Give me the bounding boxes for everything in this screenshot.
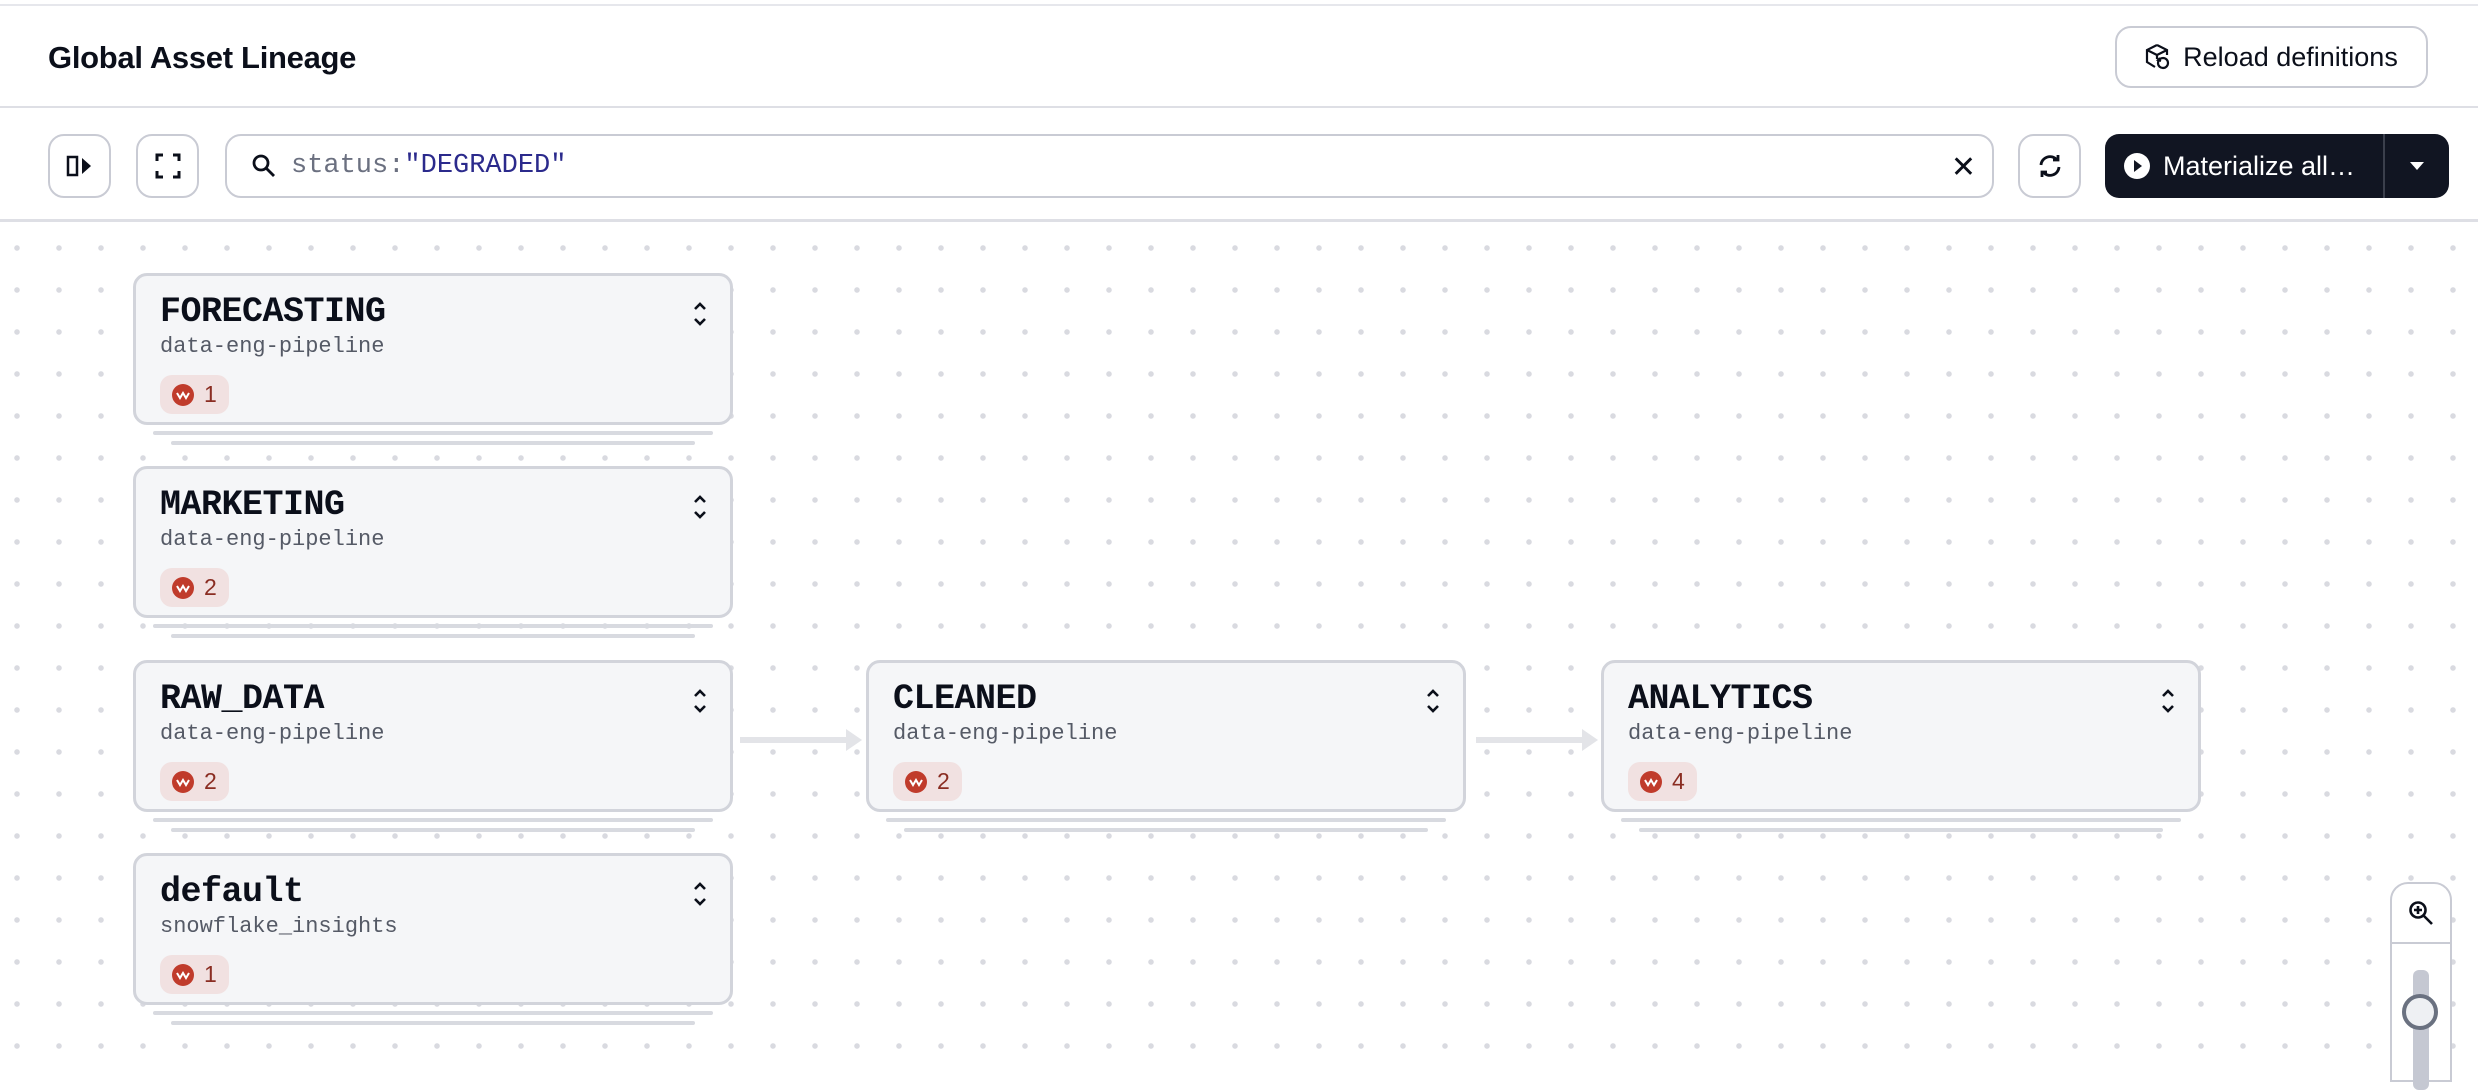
stack-shadow — [904, 828, 1428, 832]
zoom-in-button[interactable] — [2392, 884, 2450, 944]
reload-definitions-label: Reload definitions — [2183, 41, 2398, 72]
degraded-icon — [172, 770, 194, 793]
group-name: FORECASTING — [160, 292, 386, 332]
stack-shadow — [153, 818, 713, 822]
search-query-value: "DEGRADED" — [404, 151, 567, 181]
page-title: Global Asset Lineage — [48, 40, 357, 75]
degraded-count: 4 — [1672, 768, 1685, 794]
group-name: MARKETING — [160, 485, 345, 525]
asset-group-node[interactable]: CLEANED data-eng-pipeline 2 — [866, 660, 1466, 812]
zoom-slider-track[interactable] — [2413, 970, 2429, 1090]
sidebar-expand-icon — [66, 155, 91, 177]
edge-cleaned-to-analytics — [1476, 729, 1598, 751]
degraded-icon — [172, 963, 194, 986]
group-location: data-eng-pipeline — [1628, 721, 1853, 746]
degraded-status-badge[interactable]: 2 — [160, 762, 229, 801]
group-location: data-eng-pipeline — [893, 721, 1118, 746]
search-query: status:"DEGRADED" — [291, 151, 566, 181]
reload-cube-icon — [2146, 44, 2170, 70]
degraded-count: 2 — [204, 768, 217, 794]
group-name: CLEANED — [893, 679, 1037, 719]
clear-search-icon[interactable]: ✕ — [1950, 151, 1976, 184]
degraded-count: 1 — [204, 381, 217, 407]
expand-collapse-icon[interactable] — [692, 687, 708, 715]
refresh-button[interactable] — [2018, 134, 2081, 198]
stack-shadow — [1621, 818, 2181, 822]
expand-collapse-icon[interactable] — [692, 493, 708, 521]
refresh-icon — [2039, 155, 2060, 177]
stack-shadow — [886, 818, 1446, 822]
edge-raw-data-to-cleaned — [740, 729, 862, 751]
degraded-icon — [905, 770, 927, 793]
top-divider — [0, 4, 2478, 6]
asset-search-input[interactable]: status:"DEGRADED" ✕ — [225, 134, 1994, 198]
caret-down-icon — [2410, 162, 2424, 170]
stack-shadow — [171, 1021, 695, 1025]
group-name: ANALYTICS — [1628, 679, 1813, 719]
zoom-in-icon — [2409, 901, 2433, 925]
group-location: data-eng-pipeline — [160, 334, 385, 359]
stack-shadow — [171, 634, 695, 638]
search-query-key: status: — [291, 151, 405, 181]
expand-collapse-icon[interactable] — [1425, 687, 1441, 715]
degraded-status-badge[interactable]: 2 — [160, 568, 229, 607]
expand-collapse-icon[interactable] — [2160, 687, 2176, 715]
materialize-dropdown-button[interactable] — [2385, 134, 2449, 198]
group-name: default — [160, 872, 304, 912]
fullscreen-button[interactable] — [136, 134, 199, 198]
page-header: Global Asset Lineage Reload definitions — [0, 6, 2478, 108]
group-name: RAW_DATA — [160, 679, 325, 719]
degraded-count: 1 — [204, 961, 217, 987]
degraded-icon — [1640, 770, 1662, 793]
stack-shadow — [1639, 828, 2163, 832]
degraded-status-badge[interactable]: 2 — [893, 762, 962, 801]
degraded-status-badge[interactable]: 4 — [1628, 762, 1697, 801]
play-icon — [2124, 153, 2150, 179]
toggle-sidebar-button[interactable] — [48, 134, 111, 198]
stack-shadow — [171, 828, 695, 832]
search-icon — [252, 154, 275, 177]
zoom-control — [2390, 882, 2452, 1090]
toolbar: status:"DEGRADED" ✕ Materialize all… — [0, 110, 2478, 222]
group-location: snowflake_insights — [160, 914, 398, 939]
stack-shadow — [153, 624, 713, 628]
degraded-count: 2 — [937, 768, 950, 794]
degraded-icon — [172, 383, 194, 406]
fullscreen-icon — [155, 153, 180, 179]
asset-group-node[interactable]: MARKETING data-eng-pipeline 2 — [133, 466, 733, 618]
materialize-all-button[interactable]: Materialize all… — [2105, 134, 2385, 198]
materialize-all-button-group: Materialize all… — [2105, 134, 2449, 198]
degraded-status-badge[interactable]: 1 — [160, 375, 229, 414]
group-location: data-eng-pipeline — [160, 527, 385, 552]
group-location: data-eng-pipeline — [160, 721, 385, 746]
materialize-all-label: Materialize all… — [2163, 150, 2356, 181]
degraded-icon — [172, 576, 194, 599]
degraded-count: 2 — [204, 574, 217, 600]
stack-shadow — [153, 1011, 713, 1015]
stack-shadow — [153, 431, 713, 435]
zoom-slider-handle[interactable] — [2402, 994, 2438, 1030]
stack-shadow — [171, 441, 695, 445]
asset-group-node[interactable]: FORECASTING data-eng-pipeline 1 — [133, 273, 733, 425]
asset-group-node[interactable]: ANALYTICS data-eng-pipeline 4 — [1601, 660, 2201, 812]
expand-collapse-icon[interactable] — [692, 300, 708, 328]
asset-group-node[interactable]: RAW_DATA data-eng-pipeline 2 — [133, 660, 733, 812]
expand-collapse-icon[interactable] — [692, 880, 708, 908]
asset-group-node[interactable]: default snowflake_insights 1 — [133, 853, 733, 1005]
reload-definitions-button[interactable]: Reload definitions — [2115, 26, 2428, 88]
degraded-status-badge[interactable]: 1 — [160, 955, 229, 994]
